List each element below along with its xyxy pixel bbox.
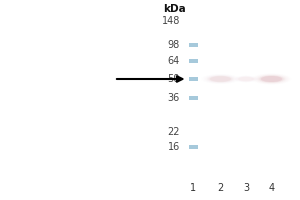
- Bar: [189, 145, 198, 149]
- Bar: [189, 96, 198, 100]
- Text: 98: 98: [168, 40, 180, 50]
- Text: 64: 64: [168, 56, 180, 66]
- Bar: [189, 43, 198, 47]
- Ellipse shape: [210, 76, 231, 82]
- Text: 22: 22: [167, 127, 180, 137]
- Bar: [189, 59, 198, 63]
- Text: 4: 4: [268, 183, 274, 193]
- Text: 1: 1: [190, 183, 196, 193]
- Text: 50: 50: [168, 74, 180, 84]
- Text: 148: 148: [162, 16, 180, 26]
- Text: 2: 2: [218, 183, 224, 193]
- Text: 3: 3: [243, 183, 249, 193]
- Text: 16: 16: [168, 142, 180, 152]
- Ellipse shape: [261, 76, 282, 82]
- Ellipse shape: [260, 76, 284, 82]
- Text: 36: 36: [168, 93, 180, 103]
- Text: kDa: kDa: [163, 4, 186, 14]
- Bar: [189, 77, 198, 81]
